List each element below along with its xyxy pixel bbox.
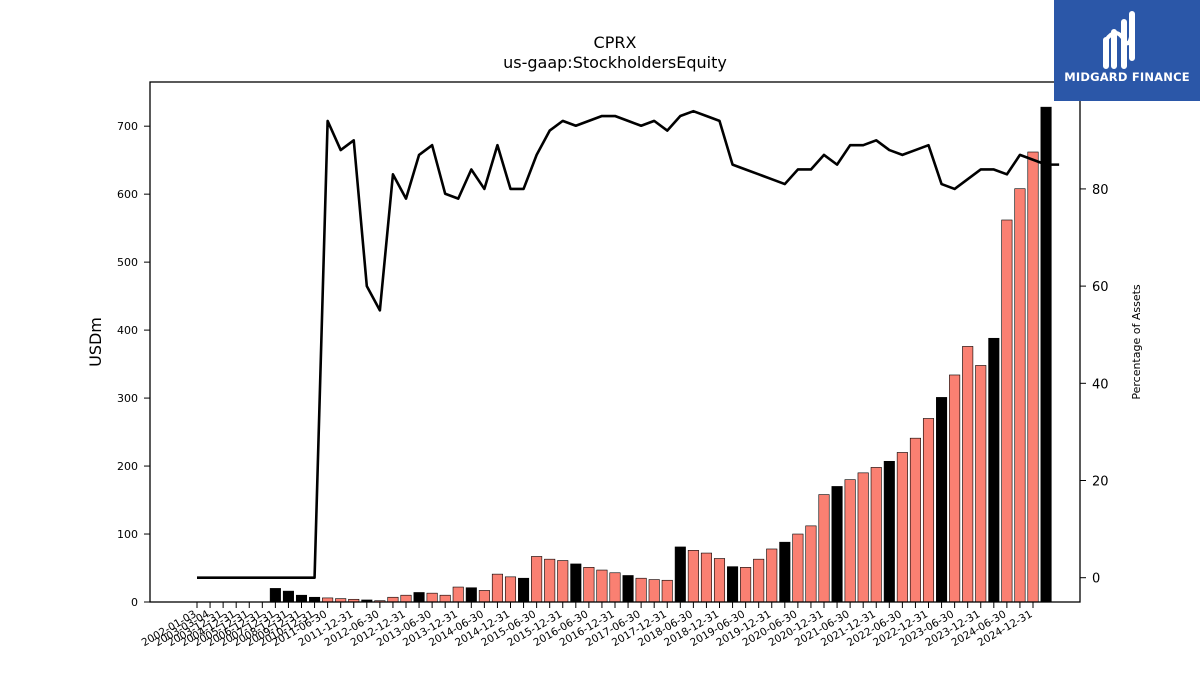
x-axis: 2002-01-032003-03-042003-12-312004-12-31… bbox=[140, 602, 1035, 649]
line-series bbox=[197, 109, 1060, 580]
bar-2024-06-30 bbox=[1001, 219, 1013, 603]
bar-2022-03-31 bbox=[883, 460, 895, 603]
bar-2016-03-31 bbox=[570, 563, 582, 603]
bar-2021-03-31 bbox=[831, 486, 843, 603]
bar-2023-12-31 bbox=[975, 365, 987, 603]
y2-tick-label: 0 bbox=[1092, 572, 1100, 587]
bar-2023-03-31 bbox=[936, 397, 948, 603]
y2-tick-label: 60 bbox=[1092, 280, 1109, 295]
percentage-of-assets-line bbox=[197, 109, 1060, 580]
right-axis: 0 20 40 60 80 bbox=[1080, 183, 1109, 587]
bar-2008-12-31 bbox=[282, 590, 294, 603]
chart-subtitle: us-gaap:StockholdersEquity bbox=[503, 53, 727, 72]
bar-2012-12-31 bbox=[400, 594, 412, 603]
bar-2009-12-31 bbox=[295, 594, 308, 603]
bar-2017-06-30 bbox=[635, 577, 647, 603]
bar-2024-12-31 bbox=[1027, 151, 1039, 603]
bar-2014-12-31 bbox=[504, 576, 517, 603]
brand-logo: MIDGARD FINANCE bbox=[1054, 0, 1200, 101]
y-tick-label: 600 bbox=[117, 188, 138, 201]
y-tick-label: 400 bbox=[117, 324, 138, 337]
bar-2023-09-30 bbox=[962, 346, 974, 603]
bar-2015-09-30 bbox=[544, 558, 556, 603]
brand-name: MIDGARD FINANCE bbox=[1064, 70, 1190, 84]
bar-2021-06-30 bbox=[844, 479, 856, 603]
bar-2021-09-30 bbox=[857, 472, 869, 603]
bar-2019-03-31 bbox=[727, 566, 739, 603]
bar-2013-03-31 bbox=[413, 592, 425, 603]
bar-series bbox=[269, 106, 1052, 603]
bar-2020-09-30 bbox=[805, 525, 817, 603]
bar-2020-03-31 bbox=[779, 541, 791, 603]
bar-2013-12-31 bbox=[452, 586, 464, 603]
y2-tick-label: 80 bbox=[1092, 183, 1109, 198]
bar-2022-06-30 bbox=[896, 452, 908, 603]
bar-2016-06-30 bbox=[583, 567, 595, 603]
y-tick-label: 200 bbox=[117, 460, 138, 473]
y-tick-label: 300 bbox=[117, 392, 138, 405]
left-axis: 0 100 200 300 400 500 600 700 bbox=[117, 120, 150, 609]
bar-2017-12-31 bbox=[661, 579, 673, 603]
bar-2015-06-30 bbox=[531, 556, 543, 603]
y-tick-label: 700 bbox=[117, 120, 138, 133]
bar-2016-12-31 bbox=[609, 572, 621, 603]
bar-2013-06-30 bbox=[426, 592, 438, 603]
y-axis-label: USDm bbox=[86, 317, 105, 367]
bar-2012-09-30 bbox=[387, 596, 399, 603]
y2-tick-label: 20 bbox=[1092, 475, 1109, 490]
bar-2013-09-30 bbox=[439, 594, 451, 603]
bar-2017-09-30 bbox=[648, 579, 660, 603]
y2-axis-label: Percentage of Assets bbox=[1130, 284, 1143, 400]
bar-2007-12-31 bbox=[269, 588, 281, 603]
bar-2019-09-30 bbox=[753, 558, 765, 603]
bar-2020-12-31 bbox=[818, 494, 830, 603]
bar-2018-09-30 bbox=[700, 552, 712, 603]
bar-2019-06-30 bbox=[740, 567, 752, 603]
bar-2018-12-31 bbox=[713, 558, 726, 603]
bar-2010-12-31 bbox=[309, 596, 321, 603]
bar-undefined bbox=[1040, 106, 1052, 603]
bar-2024-03-31 bbox=[988, 337, 1000, 603]
chart-title: CPRX bbox=[594, 33, 637, 52]
bar-2018-06-30 bbox=[687, 550, 699, 603]
bar-2017-03-31 bbox=[622, 575, 634, 603]
bar-2016-09-30 bbox=[596, 569, 608, 603]
bar-2023-06-30 bbox=[949, 374, 961, 603]
bar-2018-03-31 bbox=[674, 546, 686, 603]
bar-2014-03-31 bbox=[465, 587, 477, 603]
bar-2019-12-31 bbox=[766, 548, 778, 603]
bar-2020-06-30 bbox=[792, 533, 804, 603]
bar-2014-09-30 bbox=[491, 573, 503, 603]
y-tick-label: 500 bbox=[117, 256, 138, 269]
bar-2024-09-30 bbox=[1014, 188, 1026, 603]
y2-tick-label: 40 bbox=[1092, 377, 1109, 392]
midgard-logo-icon bbox=[1103, 11, 1135, 69]
y-tick-label: 100 bbox=[117, 528, 138, 541]
bar-2021-12-31 bbox=[870, 467, 882, 603]
bar-2022-12-31 bbox=[922, 418, 935, 603]
bar-2015-03-31 bbox=[518, 577, 530, 603]
bar-2015-12-31 bbox=[557, 560, 569, 603]
bar-2014-06-30 bbox=[478, 590, 490, 603]
bar-2022-09-30 bbox=[909, 437, 921, 603]
y-tick-label: 0 bbox=[131, 596, 138, 609]
